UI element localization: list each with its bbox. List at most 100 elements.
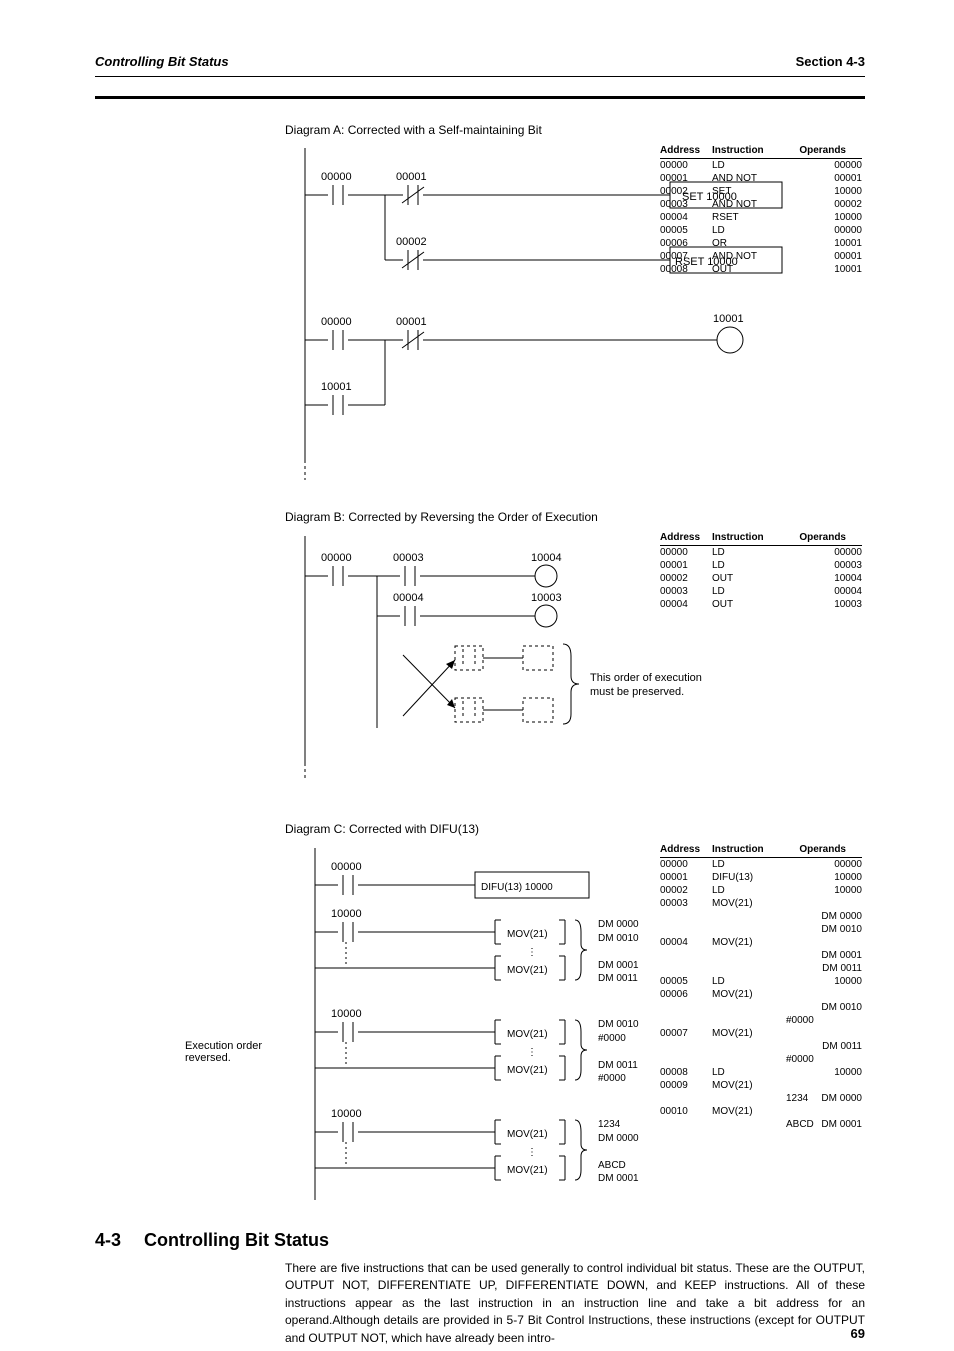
table-row: 00010MOV(21) (660, 1105, 862, 1118)
d3-g3d: DM 0001 (598, 1173, 639, 1184)
table-row: 00007MOV(21) (660, 1027, 862, 1040)
page-number: 69 (851, 1326, 865, 1341)
table-row: 00005LD00000 (660, 224, 862, 237)
table-row: 00002SET10000 (660, 185, 862, 198)
section-body: There are five instructions that can be … (285, 1260, 865, 1347)
d2-preserved-text: This order of execution must be preserve… (590, 671, 702, 700)
th-addr-a: Address (660, 145, 708, 156)
table-b: Address Instruction Operands 00000LD0000… (660, 532, 862, 611)
table-row: 00007AND NOT00001 (660, 250, 862, 263)
header-right-section: Section 4-3 (796, 54, 865, 69)
d3-reversed-text: Execution order reversed. (185, 1040, 285, 1064)
d3-c10000-3: 10000 (331, 1108, 362, 1120)
th-inst-b: Instruction (712, 532, 782, 543)
table-row: ABCDDM 0001 (660, 1118, 862, 1131)
d3-c10000-1: 10000 (331, 908, 362, 920)
th-ops-a: Operands (786, 145, 846, 156)
d3-g3a: 1234 (598, 1119, 620, 1130)
table-c: Address Instruction Operands 00000LD0000… (660, 844, 862, 1131)
d1-r2-hold: 10001 (321, 381, 352, 393)
table-row: 00009MOV(21) (660, 1079, 862, 1092)
d3-dots3: ⋮ (527, 1147, 537, 1158)
header-rule-thin (95, 76, 865, 77)
table-row: 00008OUT10001 (660, 263, 862, 276)
diagram-a-caption: Diagram A: Corrected with a Self-maintai… (285, 123, 542, 137)
table-row: 00008LD10000 (660, 1066, 862, 1079)
d3-g2-data: DM 0010 #0000 DM 0011 #0000 (598, 1018, 639, 1086)
d3-g1a: DM 0000 (598, 919, 639, 930)
diagram-b-caption: Diagram B: Corrected by Reversing the Or… (285, 510, 598, 524)
table-row: 00001AND NOT00001 (660, 172, 862, 185)
table-a: Address Instruction Operands 00000LD0000… (660, 145, 862, 276)
d1-label-00000: 00000 (321, 171, 352, 183)
d3-mov1b: MOV(21) (507, 965, 548, 976)
d3-mov2a: MOV(21) (507, 1029, 548, 1040)
table-row: 00003MOV(21) (660, 897, 862, 910)
d1-label-00002: 00002 (396, 236, 427, 248)
d3-g1-data: DM 0000 DM 0010 DM 0001 DM 0011 (598, 918, 639, 986)
table-row: 00006MOV(21) (660, 988, 862, 1001)
table-row: #0000 (660, 1053, 862, 1066)
d3-dots2: ⋮ (527, 1047, 537, 1058)
d2-out10004: 10004 (531, 552, 562, 564)
table-row: 00003LD00004 (660, 585, 862, 598)
d1-r2-out: 10001 (713, 313, 744, 325)
d3-mov2b: MOV(21) (507, 1065, 548, 1076)
d3-mov3b: MOV(21) (507, 1165, 548, 1176)
table-row: 00001DIFU(13)10000 (660, 871, 862, 884)
d2-out10003: 10003 (531, 592, 562, 604)
table-row: 00001LD00003 (660, 559, 862, 572)
table-row: 00004OUT10003 (660, 598, 862, 611)
table-row: 00004RSET10000 (660, 211, 862, 224)
d2-00000: 00000 (321, 552, 352, 564)
d3-g3-data: 1234 DM 0000 ABCD DM 0001 (598, 1118, 639, 1186)
d3-difu: DIFU(13) 10000 (481, 882, 553, 893)
table-row: 00000LD00000 (660, 159, 862, 172)
section-number: 4-3 (95, 1230, 121, 1250)
table-row: DM 0001 (660, 949, 862, 962)
table-row: 00006OR10001 (660, 237, 862, 250)
table-row: 00000LD00000 (660, 546, 862, 559)
table-row: 1234DM 0000 (660, 1092, 862, 1105)
th-ops-c: Operands (786, 844, 846, 855)
d3-mov1: MOV(21) (507, 929, 548, 940)
d2-00003: 00003 (393, 552, 424, 564)
table-row: 00005LD10000 (660, 975, 862, 988)
d3-g2d: #0000 (598, 1073, 626, 1084)
d3-g1c: DM 0001 (598, 960, 639, 971)
header-rule-thick (95, 96, 865, 99)
d3-g2b: #0000 (598, 1033, 626, 1044)
d3-g1b: DM 0010 (598, 933, 639, 944)
th-addr-c: Address (660, 844, 708, 855)
d3-mov3a: MOV(21) (507, 1129, 548, 1140)
table-row: 00003AND NOT00002 (660, 198, 862, 211)
d1-r2-00001: 00001 (396, 316, 427, 328)
th-inst-a: Instruction (712, 145, 782, 156)
d2-00004: 00004 (393, 592, 424, 604)
d3-g2a: DM 0010 (598, 1019, 639, 1030)
table-row: DM 0000 (660, 910, 862, 923)
th-addr-b: Address (660, 532, 708, 543)
d3-c10000-2: 10000 (331, 1008, 362, 1020)
d1-r2-00000: 00000 (321, 316, 352, 328)
table-row: #0000 (660, 1014, 862, 1027)
d3-g3c: ABCD (598, 1160, 626, 1171)
table-row: 00004MOV(21) (660, 936, 862, 949)
d3-g2c: DM 0011 (598, 1060, 638, 1071)
table-row: DM 0011 (660, 1040, 862, 1053)
table-row: 00002OUT10004 (660, 572, 862, 585)
table-row: DM 0010 (660, 923, 862, 936)
d1-label-00001: 00001 (396, 171, 427, 183)
d3-00000: 00000 (331, 861, 362, 873)
section-heading: 4-3 Controlling Bit Status (95, 1230, 329, 1251)
table-row: DM 0010 (660, 1001, 862, 1014)
table-row: 00000LD00000 (660, 858, 862, 871)
th-inst-c: Instruction (712, 844, 782, 855)
d3-g1d: DM 0011 (598, 973, 638, 984)
d3-dots1: ⋮ (527, 947, 537, 958)
section-title: Controlling Bit Status (144, 1230, 329, 1250)
th-ops-b: Operands (786, 532, 846, 543)
d3-g3b: DM 0000 (598, 1133, 639, 1144)
diagram-c-caption: Diagram C: Corrected with DIFU(13) (285, 822, 479, 836)
table-row: 00002LD10000 (660, 884, 862, 897)
